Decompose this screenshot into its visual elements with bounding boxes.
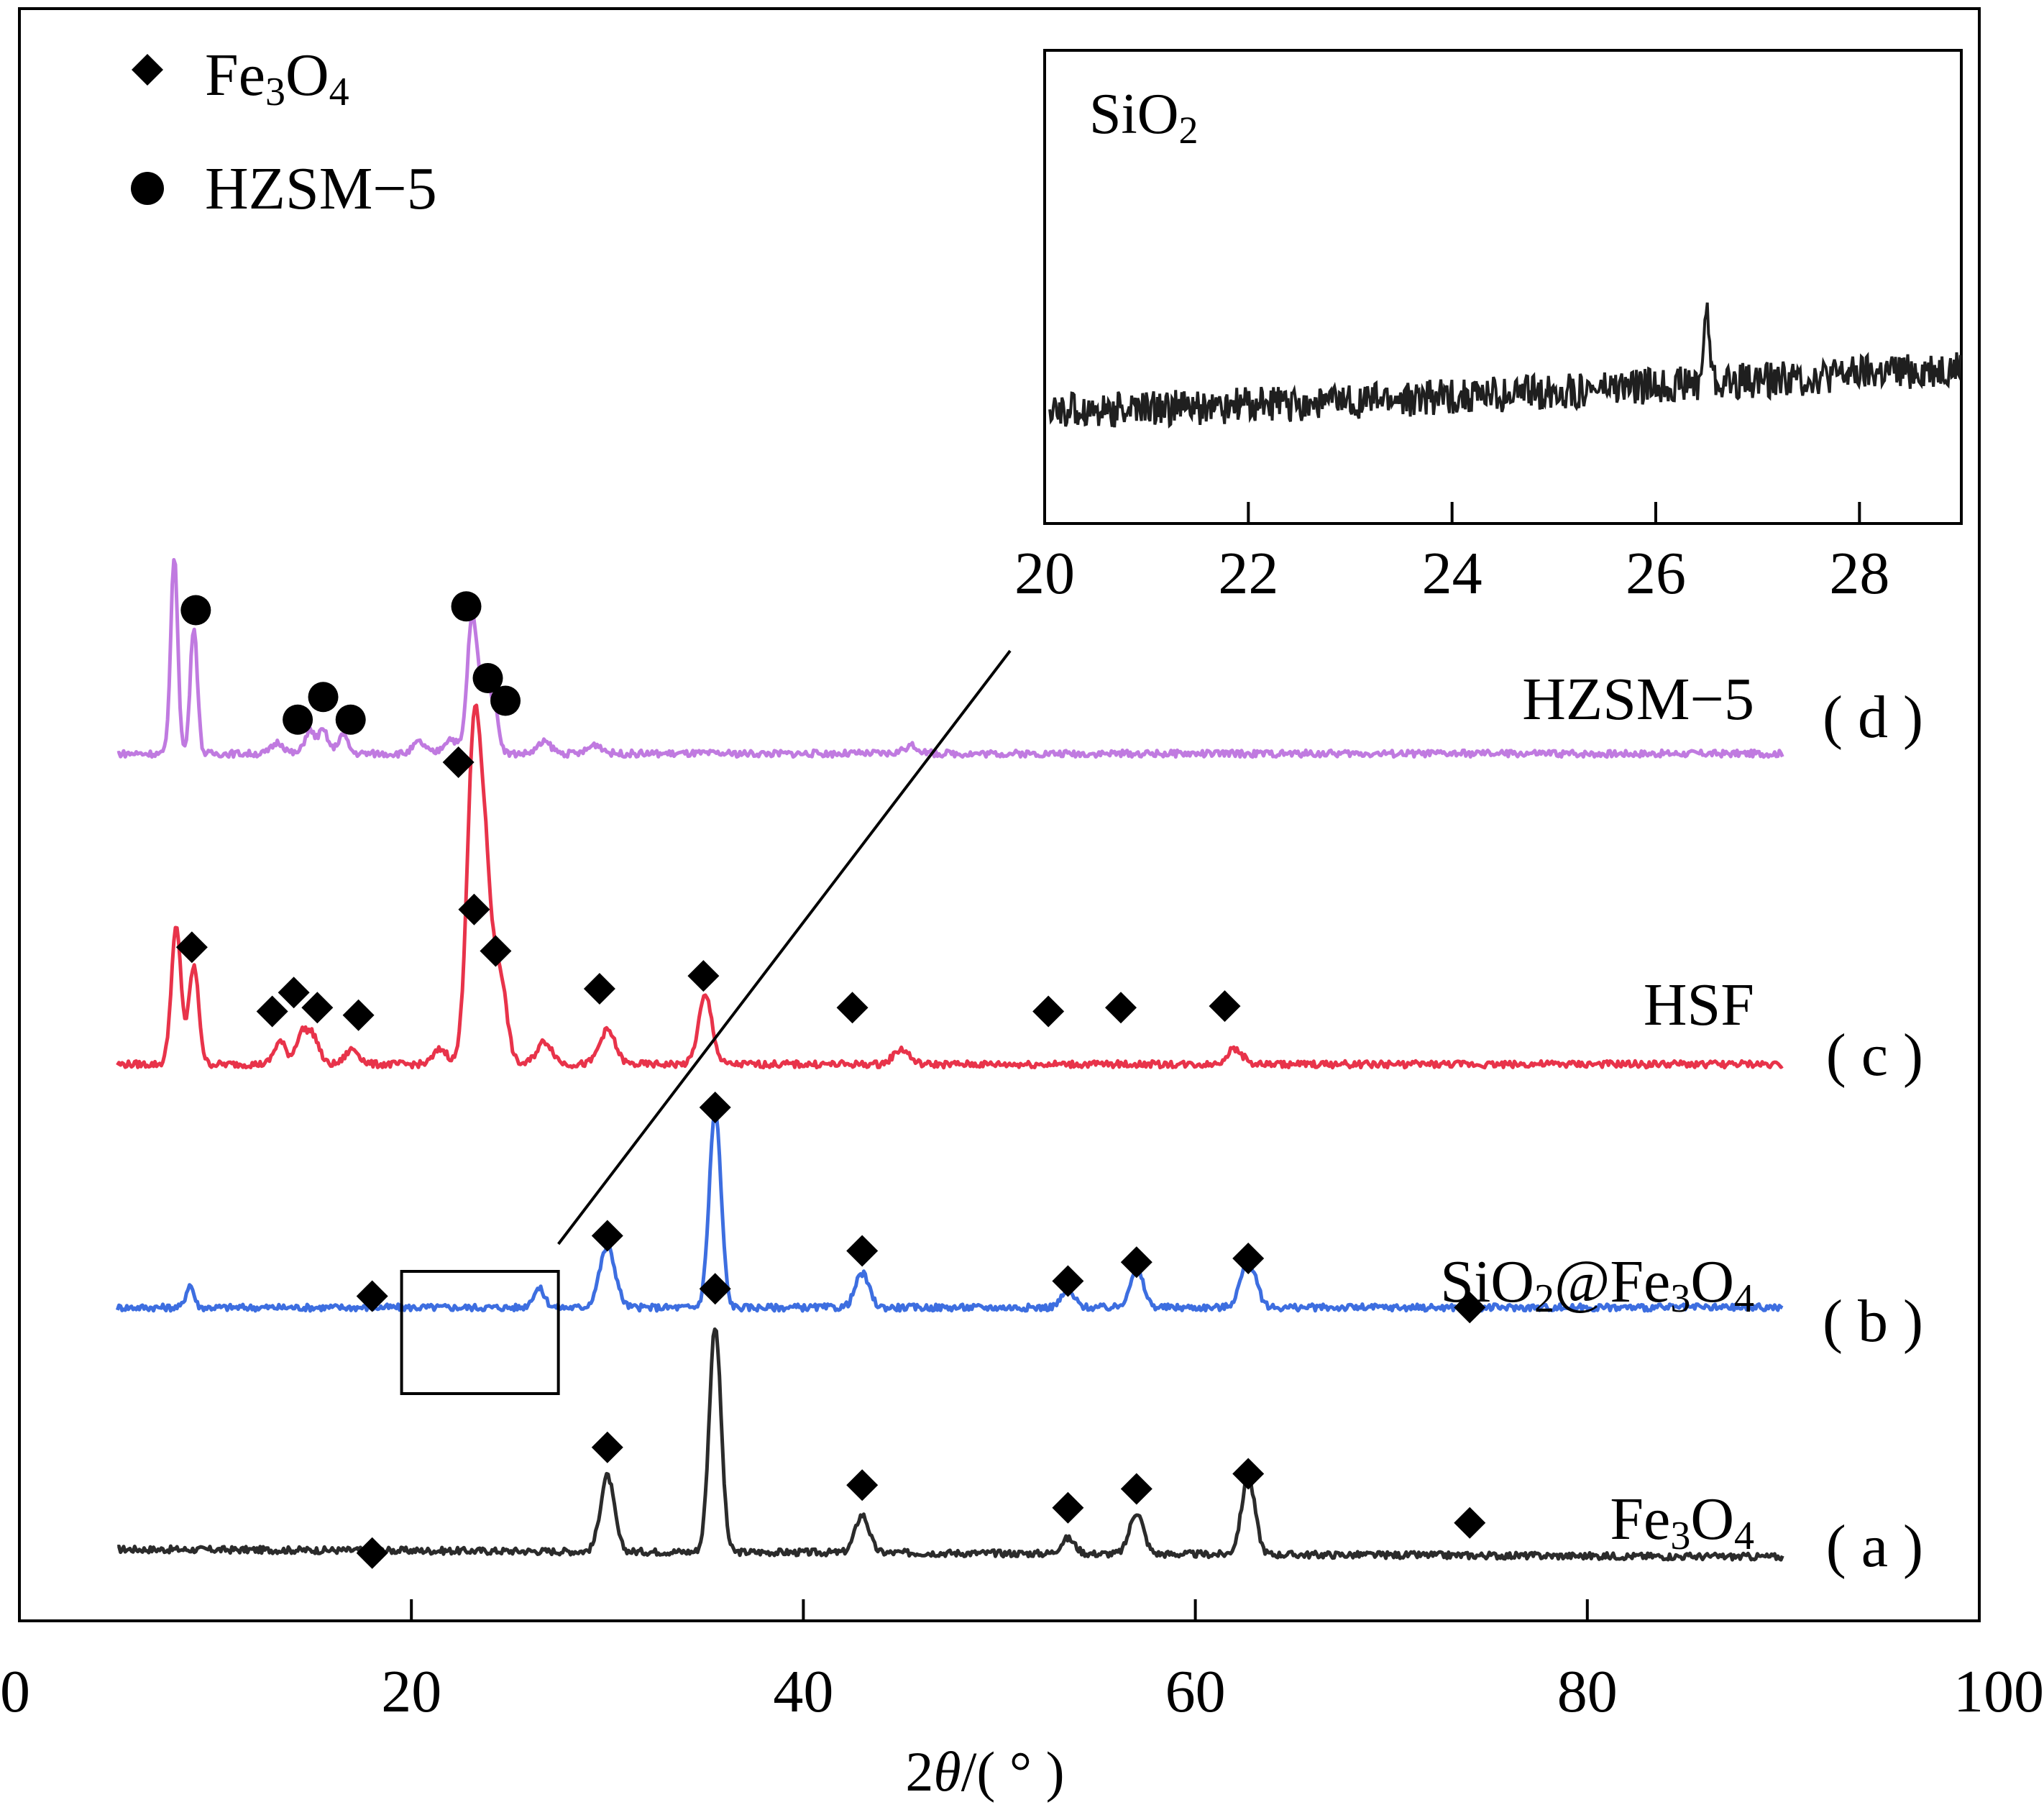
legend: Fe3O4 HZSM−5 [131, 42, 437, 222]
fe3o4-marker [1052, 1491, 1084, 1524]
series-tag-b: ( b ) [1823, 1288, 1923, 1355]
trace-d [116, 558, 1784, 759]
fe3o4-marker [591, 1220, 623, 1252]
inset-x-tick-label: 28 [1829, 540, 1889, 607]
series-name-b: SiO2@Fe3O4 [1440, 1248, 1754, 1321]
x-tick-label: 20 [381, 1658, 441, 1725]
inset-x-tick-label: 24 [1422, 540, 1482, 607]
zoom-connector-line [557, 649, 1012, 1245]
inset-label-sub: 2 [1179, 109, 1199, 152]
legend-diamond-marker [132, 54, 163, 86]
inset-trace [1048, 302, 1962, 429]
series-tag-c: ( c ) [1826, 1022, 1923, 1089]
fe3o4-marker [699, 1092, 731, 1123]
fe3o4-marker [1120, 1246, 1152, 1279]
inset-x-tick-label: 22 [1218, 540, 1278, 607]
hzsm5-marker [490, 685, 521, 716]
series-name-c: HSF [1644, 971, 1754, 1038]
fe3o4-marker [1454, 1291, 1486, 1324]
x-tick-label: 0 [0, 1658, 30, 1725]
inset-trace-line [1048, 302, 1962, 429]
hzsm5-marker [451, 591, 482, 622]
fe3o4-marker [458, 893, 490, 925]
fe3o4-marker [687, 960, 720, 992]
fe3o4-marker [583, 973, 615, 1005]
fe3o4-marker [1052, 1265, 1084, 1297]
inset-label-main: SiO [1089, 83, 1179, 146]
legend-fe3o4-part-fe: Fe [205, 42, 265, 109]
x-tick-label: 100 [1953, 1658, 2044, 1725]
inset-x-tick-label: 20 [1014, 540, 1075, 607]
fe3o4-marker [442, 746, 475, 778]
x-axis-title-unit: /( ° ) [961, 1740, 1065, 1803]
x-axis-title-theta: θ [933, 1740, 961, 1803]
main-markers [175, 591, 1486, 1569]
legend-fe3o4-sub-3: 3 [265, 70, 285, 114]
legend-label-fe3o4: Fe3O4 [205, 42, 349, 114]
legend-circle-marker [131, 172, 164, 205]
legend-label-hzsm5: HZSM−5 [205, 155, 437, 222]
fe3o4-marker [1209, 990, 1241, 1023]
trace-c [116, 703, 1784, 1070]
fe3o4-marker [1120, 1473, 1152, 1505]
zoom-region-box [400, 1270, 560, 1395]
fe3o4-marker [175, 931, 208, 964]
main-series-labels: Fe3O4 ( a ) SiO2@Fe3O4 ( b ) HSF ( c ) HZSM−5 (… [1440, 666, 1923, 1580]
fe3o4-marker [1032, 995, 1065, 1028]
x-axis-title-prefix: 2 [905, 1740, 933, 1803]
x-tick-label: 60 [1165, 1658, 1226, 1725]
fe3o4-marker [256, 995, 288, 1028]
hzsm5-marker [283, 704, 313, 735]
series-name-a: Fe3O4 [1610, 1486, 1754, 1558]
series-name-d: HZSM−5 [1522, 666, 1754, 733]
hzsm5-marker [472, 663, 503, 693]
x-axis-title: 2θ/( ° ) [905, 1740, 1064, 1803]
fe3o4-marker [356, 1537, 388, 1569]
main-traces [115, 558, 1784, 1562]
fe3o4-marker [1105, 992, 1137, 1024]
series-tag-a: ( a ) [1826, 1513, 1923, 1580]
fe3o4-marker [591, 1431, 623, 1463]
fe3o4-marker [278, 977, 310, 1009]
fe3o4-marker [1232, 1458, 1265, 1490]
trace-b [115, 1109, 1784, 1313]
legend-fe3o4-part-o: O [285, 42, 329, 109]
fe3o4-marker [846, 1469, 879, 1501]
fe3o4-marker [480, 935, 512, 967]
fe3o4-marker [846, 1235, 879, 1267]
main-plot-frame [18, 7, 1981, 1622]
legend-fe3o4-sub-4: 4 [329, 70, 349, 114]
inset-x-tick-label: 26 [1626, 540, 1686, 607]
inset-chart: 20 22 24 26 28 SiO2 [1014, 49, 1963, 607]
x-tick-label: 40 [773, 1658, 833, 1725]
fe3o4-marker [699, 1273, 731, 1305]
trace-a [116, 1327, 1784, 1562]
fe3o4-marker [1232, 1243, 1265, 1274]
hzsm5-marker [180, 595, 211, 626]
fe3o4-marker [301, 992, 334, 1024]
fe3o4-marker [356, 1280, 388, 1312]
series-tag-d: ( d ) [1823, 684, 1923, 751]
hzsm5-marker [308, 682, 339, 713]
inset-frame [1043, 49, 1963, 525]
fe3o4-marker [1454, 1507, 1486, 1539]
main-x-axis: 0 20 40 60 80 100 [0, 1599, 2044, 1725]
x-tick-label: 80 [1557, 1658, 1618, 1725]
fe3o4-marker [836, 992, 869, 1024]
inset-label: SiO2 [1089, 83, 1199, 152]
hzsm5-marker [335, 704, 366, 735]
inset-x-axis: 20 22 24 26 28 [1014, 502, 1889, 607]
fe3o4-marker [342, 999, 375, 1031]
